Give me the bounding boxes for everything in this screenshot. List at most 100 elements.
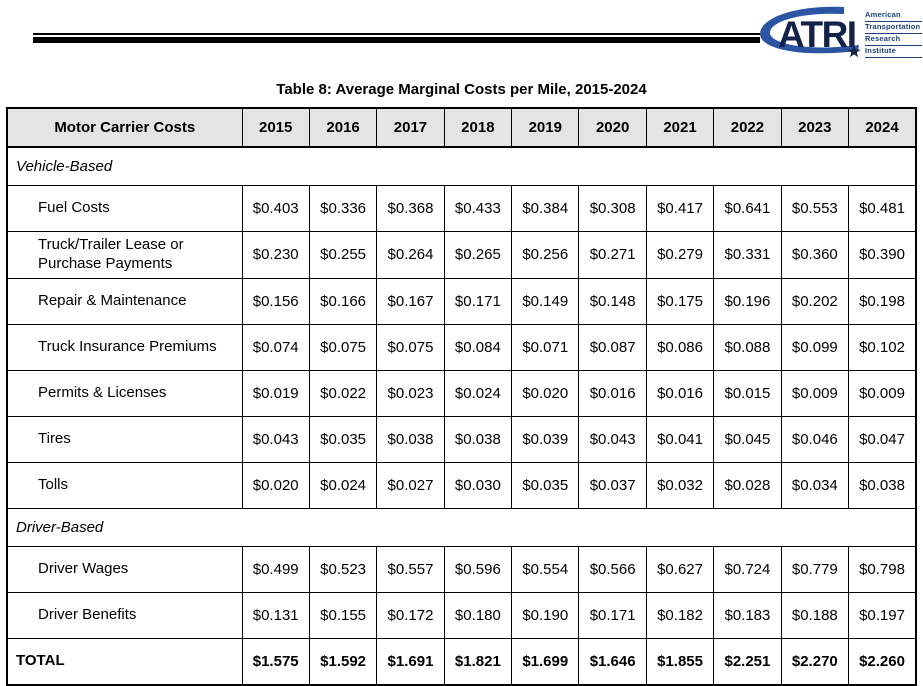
row-label: Truck/Trailer Lease or Purchase Payments	[6, 231, 243, 279]
cost-cell: $0.020	[511, 369, 580, 417]
cost-cell: $0.180	[443, 591, 513, 639]
cost-cell: $0.202	[780, 277, 850, 325]
column-header-year: 2024	[848, 107, 917, 148]
column-header-year: 2017	[376, 107, 445, 148]
row-header-label: Motor Carrier Costs	[6, 107, 243, 148]
cost-cell: $0.171	[443, 277, 513, 325]
row-label: Driver Wages	[6, 545, 243, 593]
cost-cell: $1.855	[645, 637, 715, 685]
cost-cell: $0.027	[376, 461, 445, 509]
cost-cell: $0.523	[308, 545, 378, 593]
cost-cell: $0.087	[578, 323, 647, 371]
cost-cell: $0.009	[848, 369, 917, 417]
logo-word: American	[865, 10, 922, 22]
cost-cell: $0.724	[713, 545, 782, 593]
cost-cell: $0.019	[241, 369, 310, 417]
cost-cell: $0.566	[578, 545, 647, 593]
logo-word: Institute	[865, 46, 922, 58]
cost-cell: $0.596	[443, 545, 513, 593]
cost-cell: $0.641	[713, 185, 782, 232]
cost-cell: $0.255	[308, 231, 378, 279]
cost-cell: $0.171	[578, 591, 647, 639]
cost-cell: $0.038	[848, 461, 917, 509]
cost-cell: $0.015	[713, 369, 782, 417]
cost-cell: $0.043	[241, 415, 310, 463]
header-row: Motor Carrier Costs 2015 2016 2017 2018 2019 2…	[6, 107, 917, 148]
row-label: TOTAL	[6, 637, 243, 685]
cost-cell: $0.336	[308, 185, 378, 232]
row-label: Driver Benefits	[6, 591, 243, 639]
cost-cell: $0.256	[511, 231, 580, 279]
cost-cell: $0.368	[376, 185, 445, 232]
cost-cell: $0.557	[376, 545, 445, 593]
cost-cell: $0.086	[645, 323, 715, 371]
atri-org-name: American Transportation Research Institu…	[865, 5, 922, 58]
cost-cell: $0.155	[308, 591, 378, 639]
cost-cell: $0.554	[511, 545, 580, 593]
cost-cell: $0.022	[308, 369, 378, 417]
cost-cell: $0.016	[645, 369, 715, 417]
cost-cell: $0.331	[713, 231, 782, 279]
cost-cell: $0.149	[511, 277, 580, 325]
cost-cell: $0.779	[780, 545, 850, 593]
cost-cell: $0.074	[241, 323, 310, 371]
cost-cell: $0.279	[645, 231, 715, 279]
cost-cell: $0.384	[511, 185, 580, 232]
cost-cell: $0.627	[645, 545, 715, 593]
cost-cell: $0.197	[848, 591, 917, 639]
cost-cell: $0.047	[848, 415, 917, 463]
cost-cell: $0.102	[848, 323, 917, 371]
cost-cell: $0.075	[308, 323, 378, 371]
atri-acronym: ATRI	[778, 14, 856, 55]
column-header-year: 2020	[578, 107, 647, 148]
cost-cell: $0.039	[511, 415, 580, 463]
cost-cell: $0.403	[241, 185, 310, 232]
atri-logo: ATRI American Transportation Research In…	[758, 5, 922, 61]
cost-cell: $1.646	[578, 637, 647, 685]
cost-cell: $1.575	[241, 637, 310, 685]
cost-cell: $1.699	[511, 637, 580, 685]
cost-cell: $0.175	[645, 277, 715, 325]
logo-word: Research	[865, 34, 922, 46]
cost-cell: $2.251	[713, 637, 782, 685]
table-row: Tolls $0.020 $0.024 $0.027 $0.030 $0.035 $0.03…	[6, 461, 917, 509]
cost-cell: $0.016	[578, 369, 647, 417]
row-label: Tolls	[6, 461, 243, 509]
cost-cell: $0.034	[780, 461, 850, 509]
cost-cell: $0.390	[848, 231, 917, 279]
double-rule-thin-line	[33, 33, 760, 35]
cost-cell: $0.035	[308, 415, 378, 463]
cost-cell: $0.182	[645, 591, 715, 639]
cost-cell: $2.260	[848, 637, 917, 685]
cost-cell: $0.172	[376, 591, 445, 639]
cost-cell: $0.084	[443, 323, 513, 371]
cost-cell: $0.045	[713, 415, 782, 463]
cost-cell: $0.020	[241, 461, 310, 509]
column-header-year: 2019	[511, 107, 580, 148]
cost-cell: $0.167	[376, 277, 445, 325]
column-header-year: 2021	[645, 107, 715, 148]
cost-cell: $0.188	[780, 591, 850, 639]
cost-cell: $0.308	[578, 185, 647, 232]
cost-cell: $0.035	[511, 461, 580, 509]
cost-cell: $0.166	[308, 277, 378, 325]
cost-cell: $0.099	[780, 323, 850, 371]
section-row-label: Driver-Based	[6, 507, 917, 547]
atri-swoosh-icon: ATRI	[760, 6, 861, 58]
cost-cell: $0.198	[848, 277, 917, 325]
cost-cell: $0.043	[578, 415, 647, 463]
column-header-year: 2023	[780, 107, 850, 148]
section-row: Driver-Based	[6, 507, 917, 547]
column-header-year: 2015	[241, 107, 310, 148]
row-label: Tires	[6, 415, 243, 463]
costs-table: Motor Carrier Costs 2015 2016 2017 2018 2019 2…	[6, 107, 917, 686]
cost-cell: $0.023	[376, 369, 445, 417]
double-rule-thick-line	[33, 37, 760, 43]
cost-cell: $0.433	[443, 185, 513, 232]
cost-cell: $0.264	[376, 231, 445, 279]
table-row: Tires $0.043 $0.035 $0.038 $0.038 $0.039 $0.04…	[6, 415, 917, 463]
cost-cell: $0.046	[780, 415, 850, 463]
cost-cell: $1.592	[308, 637, 378, 685]
cost-cell: $0.196	[713, 277, 782, 325]
cost-cell: $0.088	[713, 323, 782, 371]
